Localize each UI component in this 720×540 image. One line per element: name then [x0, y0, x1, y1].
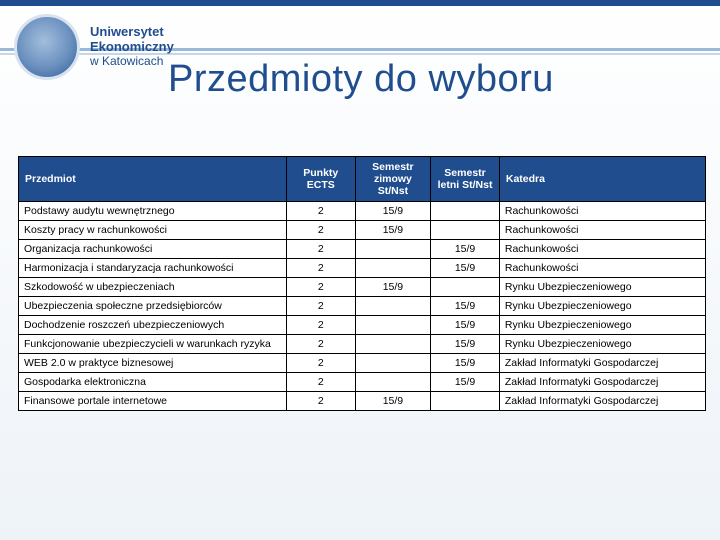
cell-summer [431, 202, 500, 221]
table-row: Ubezpieczenia społeczne przedsiębiorców2… [19, 297, 706, 316]
slide: Uniwersytet Ekonomiczny w Katowicach Prz… [0, 0, 720, 540]
university-seal-icon [14, 14, 80, 80]
cell-ects: 2 [286, 259, 355, 278]
cell-ects: 2 [286, 373, 355, 392]
cell-ects: 2 [286, 316, 355, 335]
cell-subject: Harmonizacja i standaryzacja rachunkowoś… [19, 259, 287, 278]
cell-ects: 2 [286, 240, 355, 259]
cell-dept: Zakład Informatyki Gospodarczej [499, 392, 705, 411]
cell-subject: Podstawy audytu wewnętrznego [19, 202, 287, 221]
table-header: Przedmiot Punkty ECTS Semestr zimowy St/… [19, 157, 706, 202]
table-body: Podstawy audytu wewnętrznego215/9Rachunk… [19, 202, 706, 411]
cell-summer: 15/9 [431, 335, 500, 354]
cell-dept: Rachunkowości [499, 221, 705, 240]
institution-name: Uniwersytet Ekonomiczny w Katowicach [90, 25, 174, 69]
cell-dept: Rynku Ubezpieczeniowego [499, 278, 705, 297]
cell-summer: 15/9 [431, 316, 500, 335]
cell-ects: 2 [286, 297, 355, 316]
cell-summer [431, 278, 500, 297]
col-header-winter: Semestr zimowy St/Nst [355, 157, 431, 202]
cell-dept: Rynku Ubezpieczeniowego [499, 316, 705, 335]
cell-dept: Rachunkowości [499, 240, 705, 259]
cell-dept: Zakład Informatyki Gospodarczej [499, 354, 705, 373]
cell-winter [355, 335, 431, 354]
cell-subject: WEB 2.0 w praktyce biznesowej [19, 354, 287, 373]
cell-ects: 2 [286, 354, 355, 373]
institution-line3: w Katowicach [90, 55, 174, 69]
table-row: Podstawy audytu wewnętrznego215/9 Rachunk… [19, 202, 706, 221]
cell-subject: Finansowe portale internetowe [19, 392, 287, 411]
cell-winter [355, 316, 431, 335]
cell-ects: 2 [286, 335, 355, 354]
cell-dept: Rachunkowości [499, 202, 705, 221]
cell-summer [431, 392, 500, 411]
cell-subject: Szkodowość w ubezpieczeniach [19, 278, 287, 297]
cell-dept: Zakład Informatyki Gospodarczej [499, 373, 705, 392]
col-header-ects: Punkty ECTS [286, 157, 355, 202]
cell-winter [355, 240, 431, 259]
cell-subject: Organizacja rachunkowości [19, 240, 287, 259]
table-row: Gospodarka elektroniczna2 15/9Zakład Info… [19, 373, 706, 392]
cell-ects: 2 [286, 202, 355, 221]
table-row: Dochodzenie roszczeń ubezpieczeniowych2 1… [19, 316, 706, 335]
table-row: WEB 2.0 w praktyce biznesowej2 15/9Zakład… [19, 354, 706, 373]
cell-winter [355, 373, 431, 392]
cell-winter [355, 297, 431, 316]
cell-dept: Rynku Ubezpieczeniowego [499, 335, 705, 354]
col-header-dept: Katedra [499, 157, 705, 202]
institution-line2: Ekonomiczny [90, 40, 174, 55]
table-row: Funkcjonowanie ubezpieczycieli w warunka… [19, 335, 706, 354]
table-row: Finansowe portale internetowe215/9 Zakład… [19, 392, 706, 411]
col-header-subject: Przedmiot [19, 157, 287, 202]
cell-winter: 15/9 [355, 392, 431, 411]
cell-winter: 15/9 [355, 221, 431, 240]
cell-subject: Ubezpieczenia społeczne przedsiębiorców [19, 297, 287, 316]
table-row: Koszty pracy w rachunkowości215/9 Rachunk… [19, 221, 706, 240]
cell-ects: 2 [286, 221, 355, 240]
cell-dept: Rachunkowości [499, 259, 705, 278]
cell-winter: 15/9 [355, 278, 431, 297]
logo-block: Uniwersytet Ekonomiczny w Katowicach [14, 14, 174, 80]
top-accent-bar [0, 0, 720, 6]
cell-subject: Koszty pracy w rachunkowości [19, 221, 287, 240]
courses-table: Przedmiot Punkty ECTS Semestr zimowy St/… [18, 156, 706, 411]
cell-subject: Dochodzenie roszczeń ubezpieczeniowych [19, 316, 287, 335]
cell-winter [355, 354, 431, 373]
cell-dept: Rynku Ubezpieczeniowego [499, 297, 705, 316]
institution-line1: Uniwersytet [90, 25, 174, 40]
cell-summer: 15/9 [431, 373, 500, 392]
cell-summer [431, 221, 500, 240]
cell-ects: 2 [286, 392, 355, 411]
slide-title: Przedmioty do wyboru [168, 58, 554, 101]
cell-summer: 15/9 [431, 240, 500, 259]
cell-subject: Gospodarka elektroniczna [19, 373, 287, 392]
table-row: Organizacja rachunkowości2 15/9Rachunkowo… [19, 240, 706, 259]
courses-table-wrap: Przedmiot Punkty ECTS Semestr zimowy St/… [18, 156, 706, 411]
cell-subject: Funkcjonowanie ubezpieczycieli w warunka… [19, 335, 287, 354]
cell-winter: 15/9 [355, 202, 431, 221]
col-header-summer: Semestr letni St/Nst [431, 157, 500, 202]
cell-winter [355, 259, 431, 278]
cell-summer: 15/9 [431, 259, 500, 278]
cell-summer: 15/9 [431, 354, 500, 373]
cell-summer: 15/9 [431, 297, 500, 316]
table-row: Harmonizacja i standaryzacja rachunkowoś… [19, 259, 706, 278]
table-row: Szkodowość w ubezpieczeniach215/9 Rynku U… [19, 278, 706, 297]
cell-ects: 2 [286, 278, 355, 297]
